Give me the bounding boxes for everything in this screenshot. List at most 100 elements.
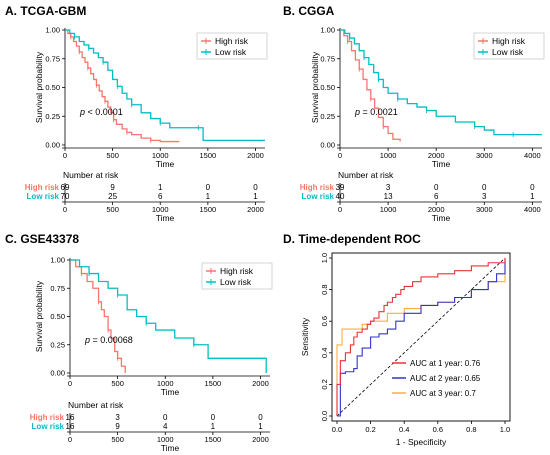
y-tick-label: 0.25 xyxy=(50,340,65,349)
x-tick-label: 0 xyxy=(63,151,67,160)
risk-x-tick-label: 1000 xyxy=(380,205,397,214)
risk-low-count: 1 xyxy=(206,192,211,201)
panel-title: C. GSE43378 xyxy=(5,232,79,246)
x-tick-label: 1500 xyxy=(205,379,222,388)
p-value: p < 0.0001 xyxy=(79,107,123,117)
panel-title: A. TCGA-GBM xyxy=(5,4,86,18)
y-axis-label: Survival probability xyxy=(310,51,320,123)
low-risk-curve xyxy=(65,29,265,142)
risk-high-count: 0 xyxy=(530,183,535,192)
risk-row-high-label: High risk xyxy=(30,413,65,422)
y-tick-label: 0.4 xyxy=(320,348,329,358)
risk-x-tick-label: 1500 xyxy=(200,205,217,214)
x-tick-label: 2000 xyxy=(247,151,264,160)
risk-x-tick-label: 1000 xyxy=(157,435,174,444)
risk-high-count: 1 xyxy=(158,183,163,192)
risk-high-count: 9 xyxy=(110,183,115,192)
risk-low-count: 1 xyxy=(253,192,258,201)
y-tick-label: 0.00 xyxy=(320,141,335,150)
y-tick-label: 0.50 xyxy=(50,312,65,321)
legend-high-label: High risk xyxy=(492,36,526,46)
legend-low-label: Low risk xyxy=(492,47,524,57)
y-tick-label: 0.00 xyxy=(45,141,60,150)
risk-table-header: Number at risk xyxy=(63,170,119,180)
x-tick-label: 1000 xyxy=(380,151,397,160)
x-tick-label: 4000 xyxy=(524,151,541,160)
risk-row-low-label: Low risk xyxy=(32,422,65,431)
legend-high-label: High risk xyxy=(220,266,254,276)
x-tick-label: 0.4 xyxy=(399,425,409,434)
x-tick-label: 1.0 xyxy=(500,425,510,434)
risk-high-count: 0 xyxy=(258,413,263,422)
risk-low-count: 3 xyxy=(482,192,487,201)
roc-legend-label: AUC at 1 year: 0.76 xyxy=(410,359,481,368)
risk-low-count: 1 xyxy=(211,422,216,431)
risk-low-count: 4 xyxy=(163,422,168,431)
x-axis-label: Time xyxy=(432,159,451,169)
y-axis-label: Survival probability xyxy=(34,280,44,352)
risk-x-axis-label: Time xyxy=(432,213,451,223)
y-tick-label: 0.8 xyxy=(320,284,329,294)
risk-row-high-label: High risk xyxy=(300,183,335,192)
low-risk-curve xyxy=(70,259,267,373)
x-tick-label: 2000 xyxy=(428,151,445,160)
x-tick-label: 1000 xyxy=(157,379,174,388)
roc-legend-label: AUC at 3 year: 0.7 xyxy=(410,389,476,398)
panel-title: B. CGGA xyxy=(283,4,335,18)
y-tick-label: 0.6 xyxy=(320,316,329,326)
risk-x-tick-label: 1000 xyxy=(152,205,169,214)
y-tick-label: 1.00 xyxy=(45,26,60,35)
y-tick-label: 0.75 xyxy=(320,54,335,63)
x-tick-label: 1500 xyxy=(200,151,217,160)
risk-high-count: 0 xyxy=(211,413,216,422)
risk-x-tick-label: 500 xyxy=(111,435,124,444)
risk-x-tick-label: 1500 xyxy=(205,435,222,444)
risk-low-count: 9 xyxy=(115,422,120,431)
risk-low-count: 13 xyxy=(384,192,393,201)
legend-high-label: High risk xyxy=(215,36,249,46)
x-tick-label: 0.8 xyxy=(466,425,476,434)
x-tick-label: 1000 xyxy=(152,151,169,160)
y-tick-label: 1.00 xyxy=(50,256,65,265)
high-risk-curve xyxy=(70,259,126,373)
legend-box xyxy=(196,32,268,60)
y-tick-label: 0.00 xyxy=(50,369,65,378)
roc-frame xyxy=(331,252,511,422)
risk-x-tick-label: 4000 xyxy=(524,205,541,214)
risk-table-header: Number at risk xyxy=(68,400,124,410)
x-tick-label: 0 xyxy=(68,379,72,388)
y-tick-label: 0.50 xyxy=(45,83,60,92)
x-tick-label: 0.2 xyxy=(365,425,375,434)
roc-curve-2-year xyxy=(337,258,506,417)
risk-low-count: 6 xyxy=(158,192,163,201)
y-tick-label: 0.25 xyxy=(45,112,60,121)
risk-x-tick-label: 0 xyxy=(338,205,342,214)
x-tick-label: 500 xyxy=(111,379,124,388)
risk-high-count: 0 xyxy=(163,413,168,422)
reference-diagonal xyxy=(336,257,506,417)
p-value: p = 0.0021 xyxy=(354,107,398,117)
y-tick-label: 0.2 xyxy=(320,379,329,389)
risk-high-count: 0 xyxy=(253,183,258,192)
risk-low-count: 1 xyxy=(258,422,263,431)
risk-low-count: 1 xyxy=(530,192,535,201)
risk-x-tick-label: 0 xyxy=(63,205,67,214)
risk-high-count: 0 xyxy=(434,183,439,192)
y-tick-label: 0.75 xyxy=(45,54,60,63)
x-tick-label: 0.6 xyxy=(433,425,443,434)
risk-x-tick-label: 3000 xyxy=(476,205,493,214)
legend-low-label: Low risk xyxy=(215,47,247,57)
p-value: p = 0.00068 xyxy=(84,335,133,345)
risk-x-tick-label: 0 xyxy=(68,435,72,444)
y-tick-label: 0.75 xyxy=(50,284,65,293)
risk-high-count: 0 xyxy=(482,183,487,192)
legend-low-label: Low risk xyxy=(220,277,252,287)
x-axis-label: Time xyxy=(161,387,180,397)
roc-legend-label: AUC at 2 year: 0.65 xyxy=(410,374,481,383)
x-axis-label: Time xyxy=(156,159,175,169)
y-tick-label: 1.00 xyxy=(320,26,335,35)
high-risk-curve xyxy=(340,29,401,142)
y-axis-label: Survival probability xyxy=(34,51,44,123)
high-risk-curve xyxy=(65,29,180,143)
